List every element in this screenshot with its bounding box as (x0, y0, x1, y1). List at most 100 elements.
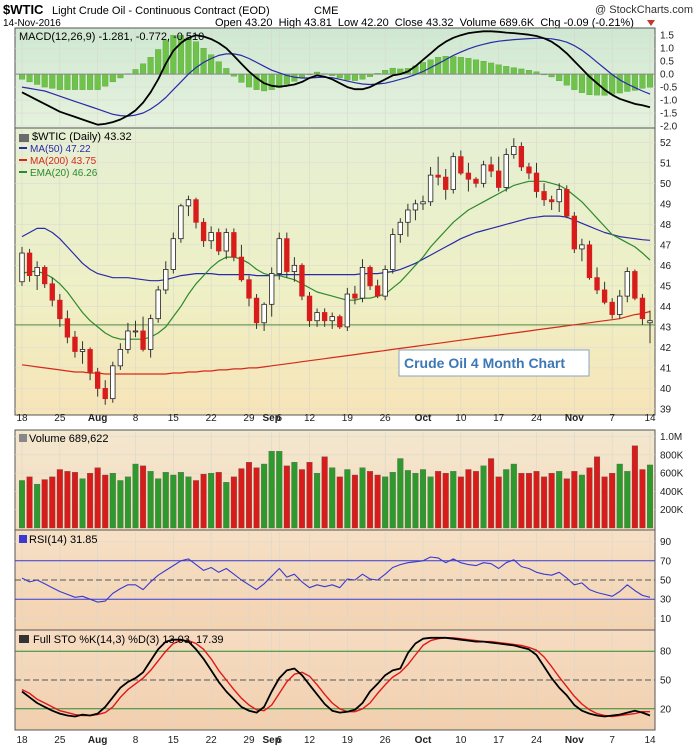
macd-histogram-bar (601, 73, 608, 96)
volume-bar (261, 463, 268, 529)
volume-bar (200, 473, 207, 529)
candle-down (64, 318, 71, 338)
macd-histogram-bar (435, 57, 442, 75)
volume-bar (389, 472, 396, 529)
x-tick-label: Oct (415, 413, 432, 424)
volume-bar (109, 472, 116, 529)
chart-exchange: CME (314, 5, 338, 17)
volume-bar (117, 480, 124, 529)
sto-legend-swatch (19, 635, 29, 643)
macd-histogram-bar (359, 73, 366, 80)
volume-bar (26, 476, 33, 529)
candle-up (397, 221, 403, 235)
candle-down (458, 156, 464, 174)
candle-up (647, 320, 653, 324)
candle-down (102, 387, 108, 400)
macd-histogram-bar (556, 73, 563, 82)
volume-bar (276, 451, 283, 529)
volume-bar (56, 469, 63, 529)
rsi-line (21, 556, 651, 603)
annotation-text: Crude Oil 4 Month Chart (404, 355, 565, 371)
macd-histogram-bar (344, 73, 351, 81)
volume-bar (124, 476, 131, 529)
x-tick-label: 22 (206, 735, 218, 746)
volume-bar (609, 472, 616, 529)
x-tick-label: Nov (565, 413, 584, 424)
x-tick-label: 6 (276, 413, 282, 424)
volume-bar (155, 478, 162, 529)
y-tick-label: 1.5 (660, 31, 674, 42)
macd-histogram-bar (185, 37, 192, 75)
candle-down (564, 189, 570, 217)
candle-up (511, 146, 517, 156)
candle-up (344, 293, 351, 328)
volume-bar (571, 471, 578, 529)
volume-bar (41, 479, 48, 529)
candle-up (624, 271, 630, 297)
candle-down (443, 176, 449, 190)
volume-bar (208, 472, 215, 529)
volume-bar (170, 474, 177, 529)
y-tick-label: 44 (660, 302, 672, 313)
macd-histogram-bar (140, 63, 147, 75)
x-tick-label: 17 (493, 735, 505, 746)
volume-bar (601, 476, 608, 529)
y-tick-label: 90 (660, 537, 672, 548)
volume-bar (132, 463, 139, 529)
y-tick-label: 51 (660, 158, 672, 169)
y-tick-label: 0.0 (660, 70, 674, 81)
volume-bar (624, 471, 631, 529)
y-tick-label: 50 (660, 576, 672, 587)
candle-up (163, 269, 169, 291)
candle-down (594, 277, 600, 291)
x-tick-label: 26 (380, 413, 392, 424)
macd-histogram-bar (41, 73, 48, 88)
sto-k-line (21, 636, 651, 718)
candle-down (609, 301, 615, 315)
x-tick-label: 6 (276, 735, 282, 746)
candle-up (276, 238, 282, 274)
volume-bar (283, 465, 290, 529)
candle-down (306, 295, 313, 322)
ma50-swatch (19, 147, 27, 149)
macd-histogram-bar (382, 70, 389, 75)
y-tick-label: -1.5 (660, 109, 678, 120)
x-tick-label: 14 (644, 735, 656, 746)
volume-bar (49, 476, 56, 529)
volume-legend-swatch (19, 434, 27, 442)
rsi-title: RSI(14) 31.85 (29, 534, 97, 546)
volume-bar (268, 451, 275, 529)
candle-down (253, 297, 260, 324)
volume-bar (488, 458, 495, 529)
candle-up (185, 199, 192, 207)
volume-bar (185, 476, 192, 529)
volume-bar (594, 456, 601, 529)
y-tick-label: 39 (660, 404, 672, 415)
chart-date: 14-Nov-2016 (3, 18, 61, 29)
volume-bar (563, 478, 570, 529)
candle-up (405, 209, 411, 223)
macd-histogram-bar (510, 67, 517, 75)
x-tick-label: Sep (263, 413, 281, 424)
candle-down (488, 164, 494, 172)
volume-bar (351, 474, 358, 529)
y-tick-label: 400K (660, 487, 684, 498)
x-tick-label: 19 (342, 413, 354, 424)
candle-up (503, 154, 509, 188)
macd-histogram-bar (87, 73, 94, 90)
macd-histogram-bar (450, 56, 457, 75)
candle-down (231, 232, 237, 258)
macd-histogram-bar (147, 57, 154, 75)
volume-bar (586, 467, 593, 529)
x-tick-label: 17 (493, 413, 505, 424)
volume-bar (329, 467, 336, 529)
y-tick-label: 43 (660, 322, 672, 333)
volume-bar (298, 469, 305, 529)
candle-up (79, 349, 86, 352)
candle-up (390, 234, 396, 270)
y-tick-label: 52 (660, 138, 672, 149)
y-tick-label: 40 (660, 384, 672, 395)
macd-histogram-bar (109, 73, 116, 83)
